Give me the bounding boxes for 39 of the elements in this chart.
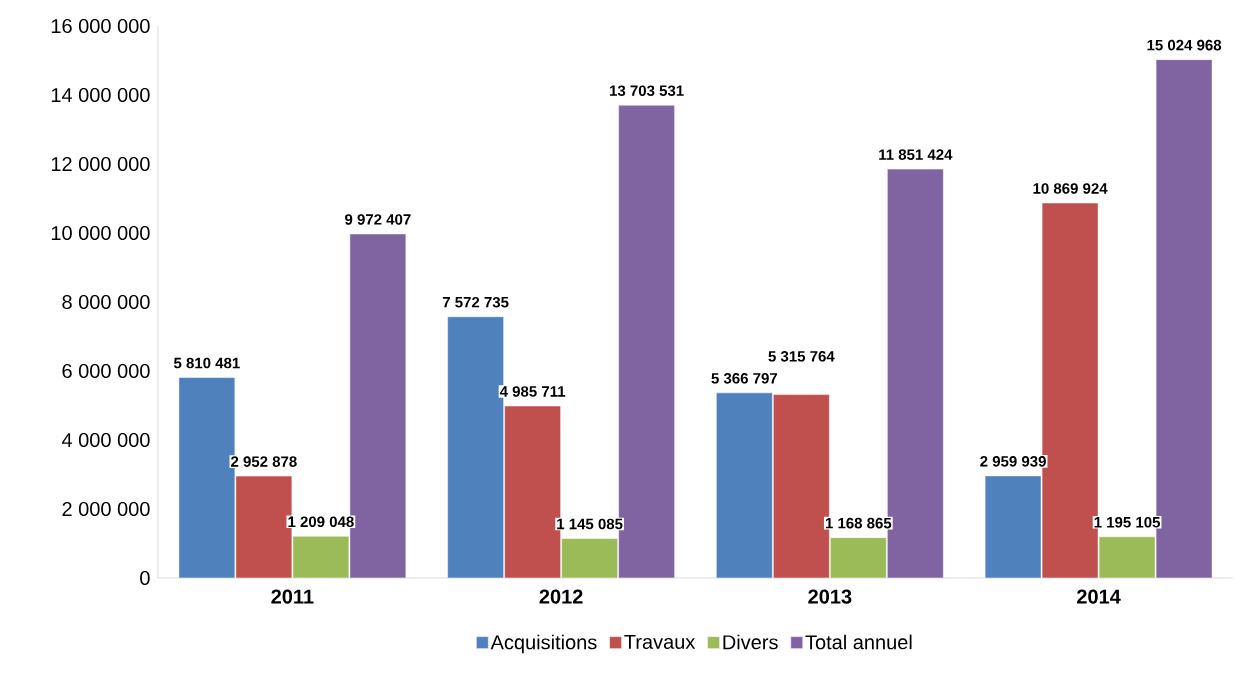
bar	[984, 475, 1042, 578]
bar	[1098, 536, 1156, 578]
x-tick-label: 2011	[271, 589, 314, 604]
data-label: 11 851 424	[879, 149, 953, 160]
y-tick-label: 4 000 000	[61, 432, 150, 448]
data-label: 5 366 797	[711, 373, 778, 384]
y-tick-label: 14 000 000	[51, 87, 150, 103]
y-tick-label: 12 000 000	[51, 156, 150, 172]
data-label: 10 869 924	[1033, 183, 1108, 194]
data-label: 2 959 939	[980, 456, 1046, 467]
legend-label: Total annuel	[805, 634, 912, 650]
x-tick-label: 2013	[808, 589, 852, 604]
data-label: 15 024 968	[1147, 39, 1222, 51]
data-label: 13 703 531	[610, 85, 684, 97]
bar	[561, 538, 618, 578]
y-tick-label: 10 000 000	[51, 225, 150, 241]
data-label: 2 952 878	[231, 456, 297, 467]
data-label: 4 985 711	[499, 386, 566, 397]
bar	[830, 537, 887, 578]
y-tick-label: 8 000 000	[62, 294, 150, 310]
data-label: 7 572 735	[442, 296, 509, 308]
legend-label: Divers	[723, 634, 778, 650]
data-label: 1 145 085	[557, 518, 623, 530]
legend-label: Acquisitions	[490, 634, 597, 654]
y-tick-label: 16 000 000	[51, 18, 150, 34]
y-tick-label: 2 000 000	[62, 501, 150, 517]
bar	[716, 392, 773, 578]
x-tick-label: 2012	[539, 589, 583, 604]
data-label: 1 195 105	[1094, 516, 1161, 528]
data-label: 5 315 764	[768, 351, 835, 362]
y-tick-label: 6 000 000	[62, 363, 150, 379]
legend-label: Travaux	[624, 635, 696, 649]
data-label: 9 972 407	[345, 214, 411, 225]
x-tick-label: 2014	[1077, 589, 1121, 604]
bar	[292, 536, 350, 578]
y-tick-label: 0	[140, 570, 150, 586]
data-label: 5 810 481	[173, 357, 240, 369]
data-label: 1 168 865	[825, 517, 892, 529]
data-label: 1 209 048	[288, 516, 354, 528]
